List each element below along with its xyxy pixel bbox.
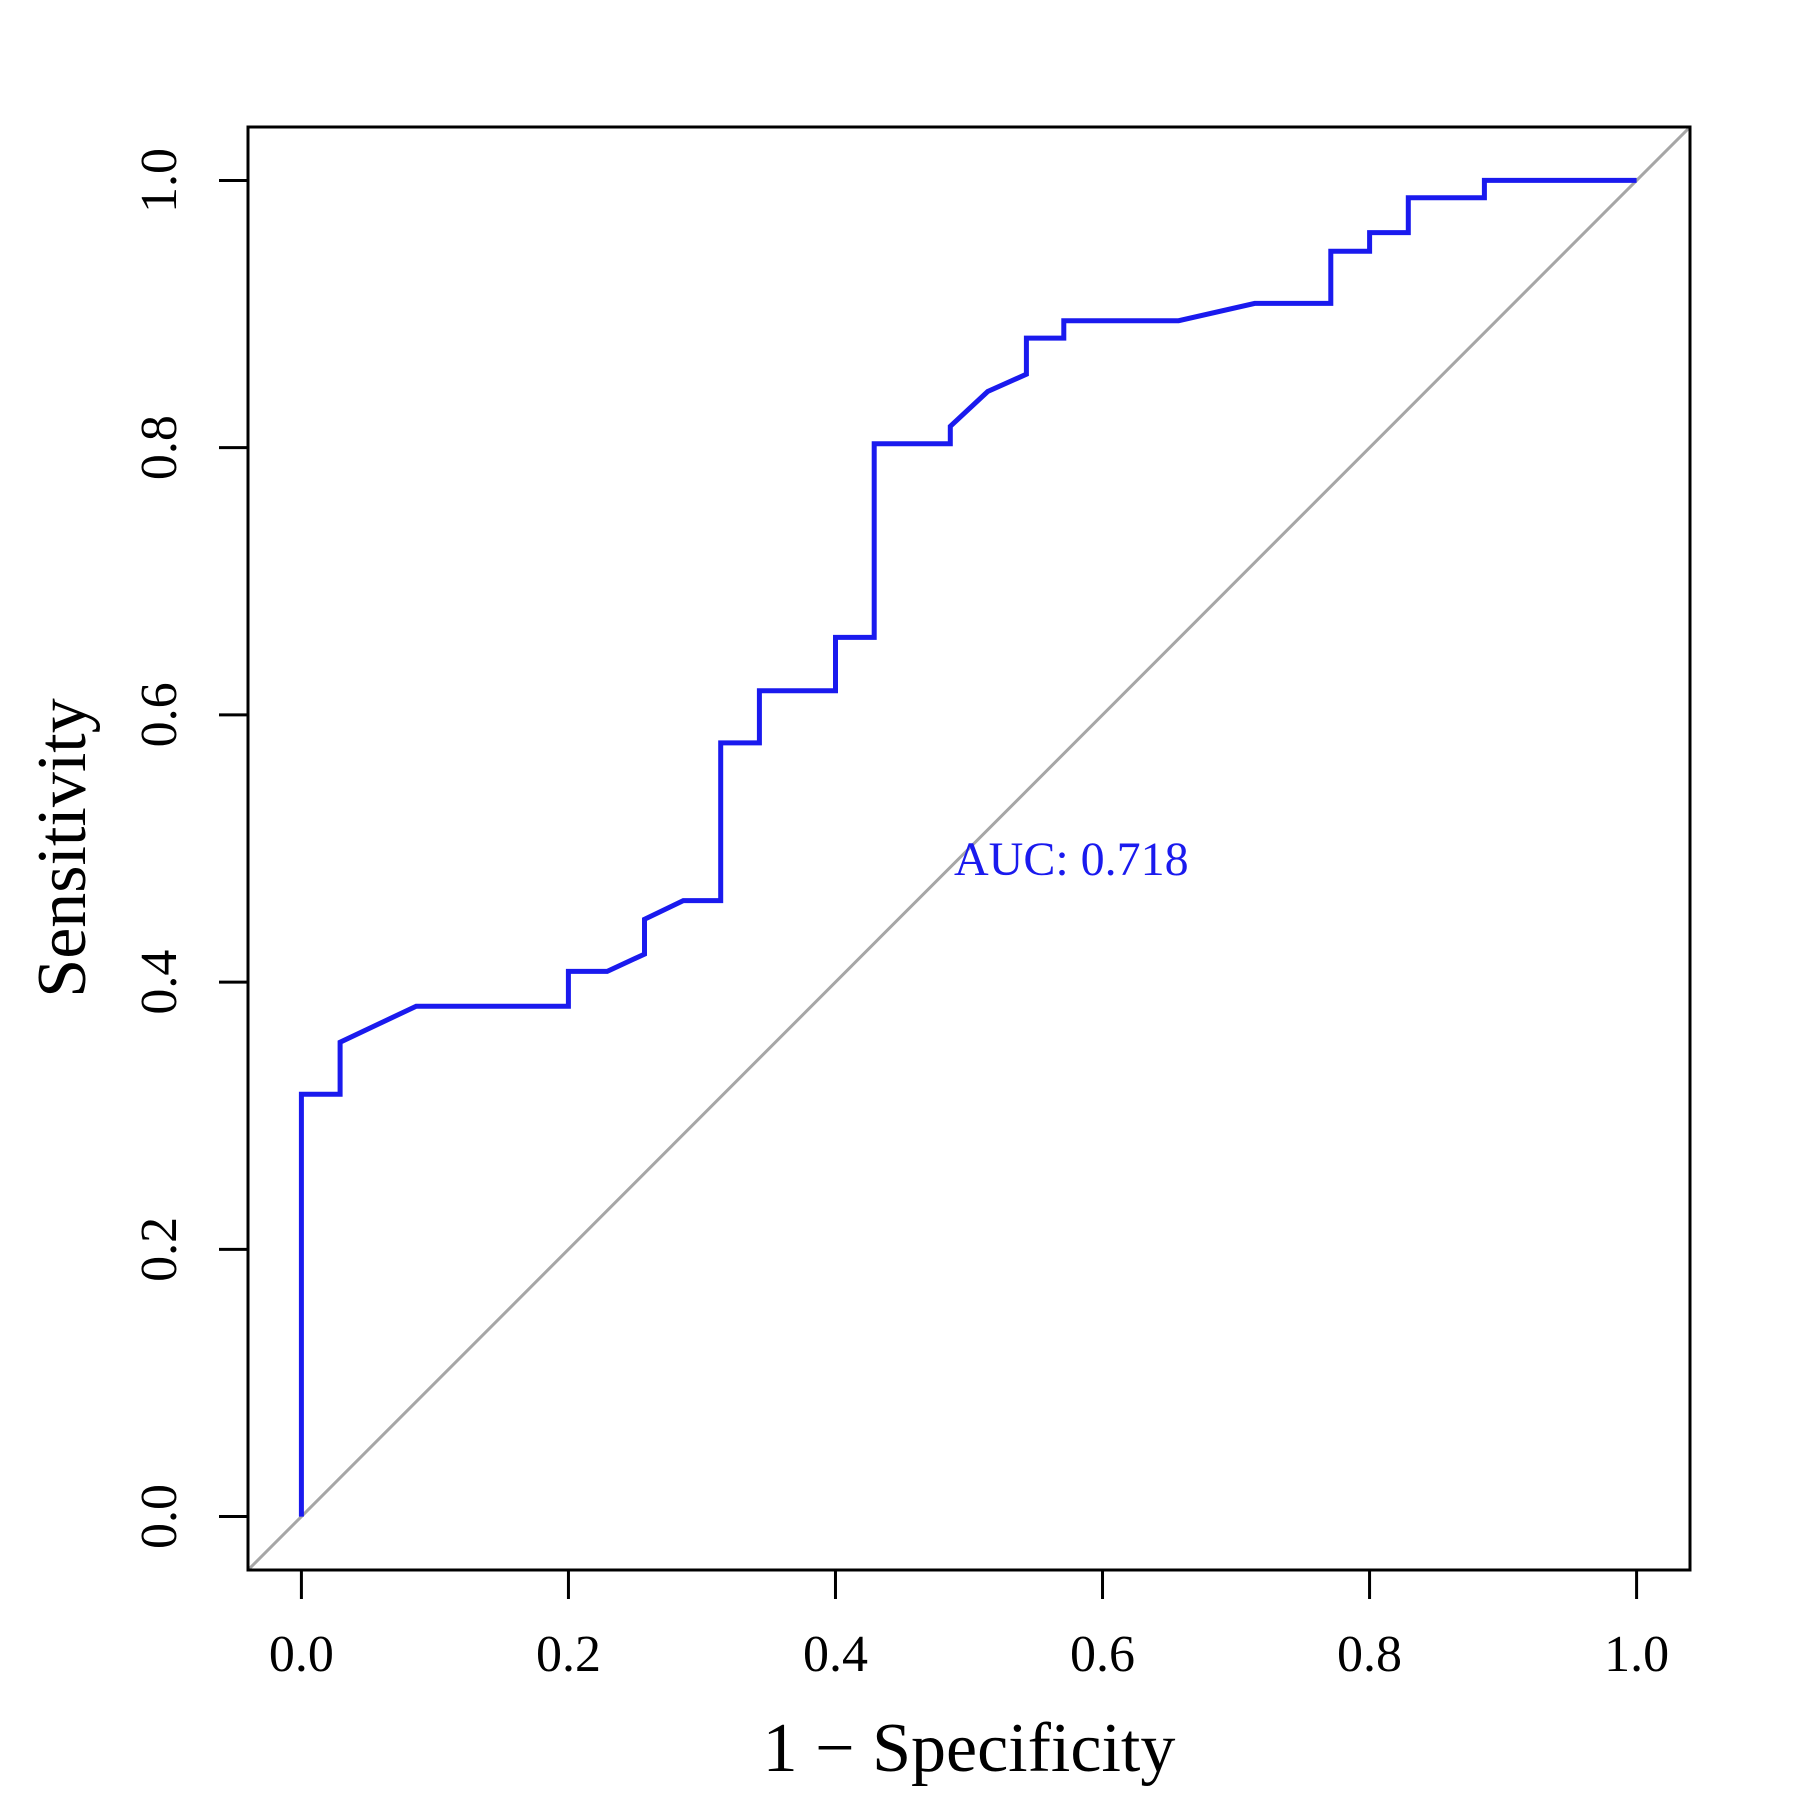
y-tick-label: 0.0 (131, 1484, 188, 1549)
y-axis: 0.0 0.2 0.4 0.6 0.8 1.0 (131, 148, 250, 1549)
x-tick-label: 1.0 (1604, 1626, 1669, 1683)
x-axis-title: 1 − Specificity (763, 1710, 1176, 1787)
auc-annotation: AUC: 0.718 (954, 833, 1189, 886)
roc-curve-line (298, 177, 1637, 1517)
y-tick-label: 0.2 (131, 1217, 188, 1282)
y-tick-label: 0.6 (131, 682, 188, 747)
x-tick-label: 0.4 (803, 1626, 868, 1683)
x-tick-label: 0.6 (1070, 1626, 1135, 1683)
x-axis: 0.0 0.2 0.4 0.6 0.8 1.0 (269, 1568, 1669, 1683)
reference-diagonal-line (248, 127, 1690, 1570)
y-tick-label: 0.4 (131, 950, 188, 1015)
x-tick-label: 0.2 (536, 1626, 601, 1683)
y-tick-label: 0.8 (131, 415, 188, 480)
y-axis-title: Sensitivity (24, 698, 101, 997)
y-tick-label: 1.0 (131, 148, 188, 213)
x-tick-label: 0.0 (269, 1626, 334, 1683)
x-tick-label: 0.8 (1337, 1626, 1402, 1683)
